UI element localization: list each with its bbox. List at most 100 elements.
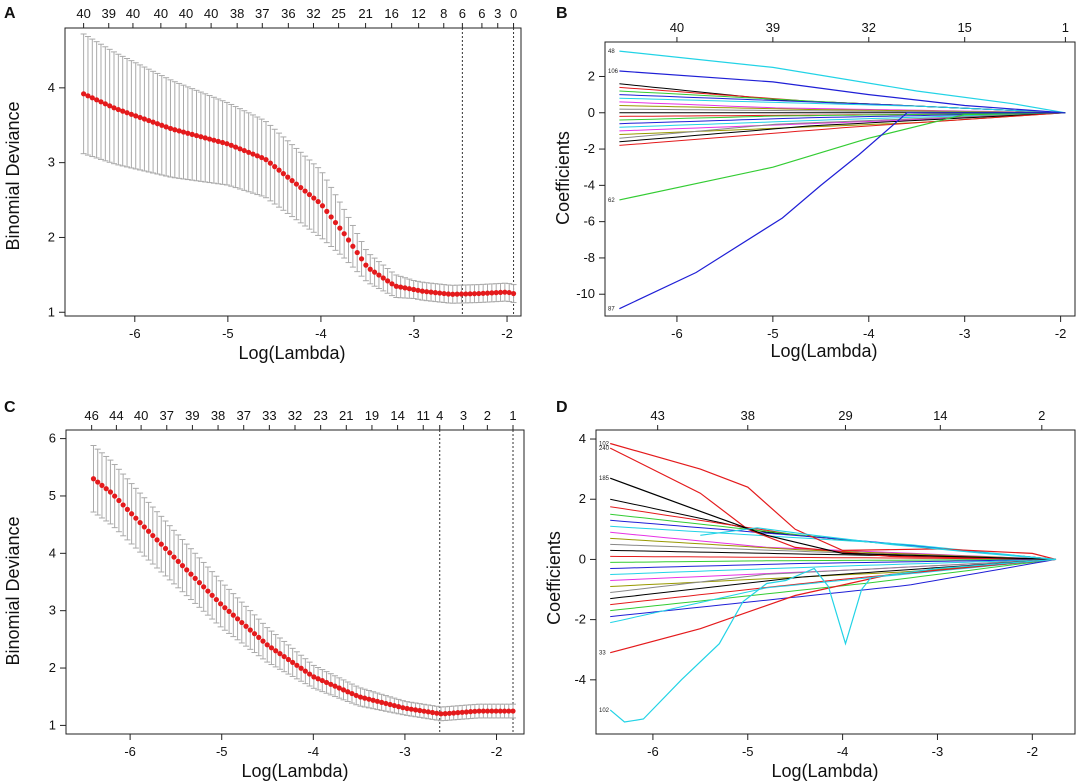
panel-c-deviance-point [247,627,253,633]
panel-c-deviance-point [383,700,389,707]
panel-b-y-tick-label: -2 [583,141,595,156]
panel-c-y-axis-title: Binomial Deviance [3,516,23,665]
panel-c-deviance-point [116,497,122,504]
panel-a-deviance-point [306,191,313,198]
panel-a-deviance-point [371,269,378,275]
panel-b-plot: -6 -5 -4 -3 -2 -10 -8 -6 -4 -2 0 2 40 39 32 15 1 48 106 62 8… [576,20,1076,341]
panel-c-top-tick-label: 1 [509,408,516,423]
panel-c-deviance-point [489,708,495,714]
panel-c-deviance-point [307,671,313,677]
panel-d-y-tick-label: 4 [579,431,586,446]
panel-a-x-axis-title: Log(Lambda) [238,343,345,363]
panel-c-deviance-point [260,638,266,644]
panel-a-deviance-point [172,127,178,133]
panel-c-y-tick-label: 5 [49,488,56,503]
panel-d-coefficient-path [609,447,1057,560]
panel-a-top-tick-label: 25 [331,6,345,21]
panel-a-deviance-point [363,262,369,268]
panel-c-top-tick-label: 37 [160,408,174,423]
panel-d-path-label: 185 [599,476,610,482]
panel-d-coefficient-path [700,527,1057,560]
panel-a-top-tick-label: 12 [411,6,425,21]
panel-a-deviance-point [85,93,91,99]
panel-a-deviance-point [358,256,365,262]
panel-a-deviance-point [415,287,421,293]
panel-c-deviance-point [218,601,224,607]
panel-c-deviance-point [332,683,338,689]
panel-c-deviance-point [120,502,126,508]
panel-b-y-tick-label: 0 [588,105,595,120]
panel-b-y-tick-label: -6 [583,214,595,229]
panel-a-deviance-point [102,101,108,107]
panel-c-deviance-point [175,558,181,564]
panel-d-y-tick-label: -2 [574,612,586,627]
panel-c-deviance-point [150,532,156,539]
panel-c-top-tick-label: 11 [416,408,430,423]
panel-c-deviance-point [273,648,279,654]
panel-d-y-tick-label: -4 [574,672,586,687]
panel-a-deviance-point [476,290,482,297]
panel-c-x-axis-title: Log(Lambda) [241,761,348,781]
panel-b-top-tick-label: 40 [670,20,684,35]
panel-d-path-label: 240 [599,446,610,452]
panel-a-deviance-point [246,149,252,155]
panel-c-deviance-point [311,674,317,680]
panel-a-deviance-point [111,105,117,111]
panel-a-deviance-point [424,289,430,295]
panel-d-coefficient-path [609,477,1057,560]
panel-b-coefficient-path [619,70,1066,114]
panel-c-deviance-point [421,708,427,714]
panel-a-deviance-point [150,119,156,125]
panel-a-top-tick-label: 16 [384,6,398,21]
panel-c-deviance-point [145,528,152,534]
panel-a-deviance-point [419,288,425,294]
panel-a-deviance-point [206,136,213,142]
panel-c-top-tick-label: 4 [436,408,443,423]
panel-c-deviance-point [451,710,457,716]
panel-c-deviance-point [353,692,359,699]
panel-b-coefficient-path [619,112,1066,146]
panel-a-deviance-point [280,171,286,177]
panel-a-deviance-point [432,290,438,296]
panel-a-deviance-point [463,291,469,297]
panel-a-top-tick-label: 38 [230,6,244,21]
panel-a-deviance-point [180,129,187,135]
panel-a-deviance-point [311,195,317,201]
panel-c-deviance-point [256,634,262,641]
panel-a-deviance-point [497,289,504,296]
panel-a-deviance-point [224,141,230,147]
panel-c-deviance-point [264,642,270,648]
panel-c-deviance-point [459,709,465,715]
panel-c-deviance-point [391,702,397,709]
panel-c-deviance-point [404,705,410,712]
panel-c-deviance-point [251,631,258,637]
panel-a-deviance-point [385,278,391,284]
panel-b-coefficient-path [619,97,1066,114]
panel-a-deviance-point [328,214,334,220]
panel-letter-c: C [4,399,16,416]
panel-a-deviance-point [332,219,339,226]
panel-a-deviance-point [380,275,386,281]
panel-c-deviance-point [184,567,190,573]
panel-b-y-tick-label: -4 [583,177,595,192]
panel-c-top-tick-label: 14 [390,408,404,423]
panel-c-y-tick-label: 1 [49,717,56,732]
panel-c-deviance-point [319,677,325,684]
panel-b-coefficient-path [619,112,1066,139]
panel-a-deviance-point [337,225,343,231]
panel-a-y-axis-title: Binomial Deviance [3,101,23,250]
panel-a-deviance-point [163,124,169,130]
panel-c-x-tick-label: -6 [124,744,136,759]
panel-a-deviance-point [402,285,408,291]
panel-c-top-tick-label: 21 [339,408,353,423]
panel-b-path-label: 87 [608,307,615,313]
panel-a-top-tick-label: 37 [255,6,269,21]
panel-a-y-tick-label: 1 [48,304,55,319]
panel-c-top-tick-label: 19 [365,408,379,423]
panel-b-x-axis-title: Log(Lambda) [770,341,877,361]
panel-a-x-tick-label: -3 [408,326,420,341]
panel-c-deviance-point [107,489,114,495]
panel-c-deviance-point [497,708,503,714]
panel-d-x-tick-label: -6 [647,744,659,759]
